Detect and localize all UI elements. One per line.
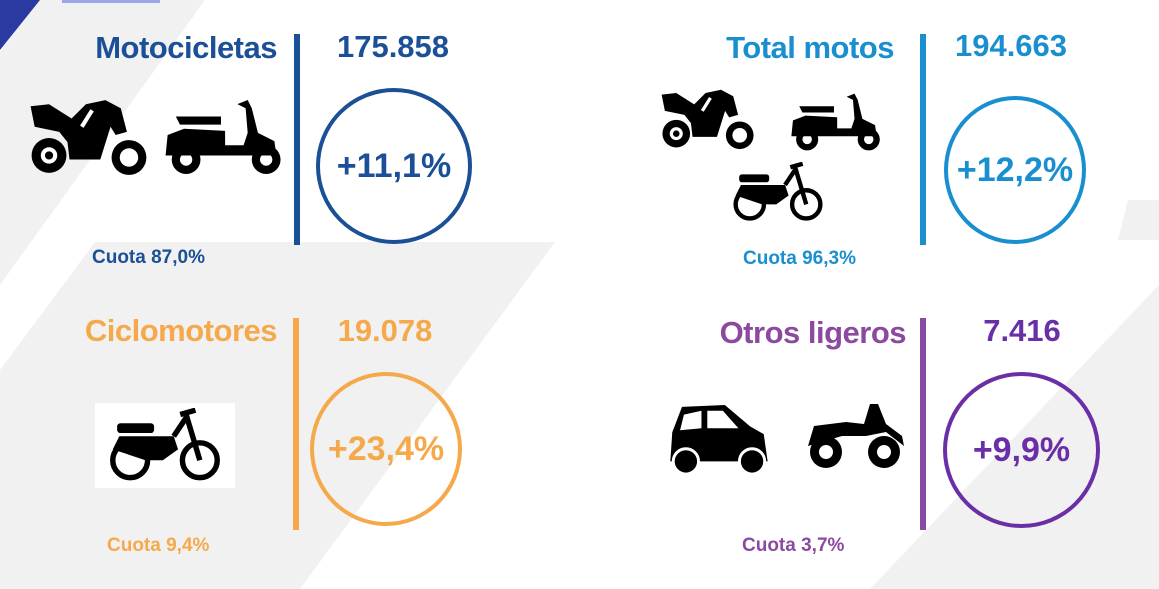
growth-circle: +11,1% bbox=[316, 88, 472, 244]
microcar-icon bbox=[668, 403, 770, 475]
sport-motorcycle-icon bbox=[28, 96, 150, 178]
category-title: Ciclomotores bbox=[84, 313, 278, 348]
moped-icon bbox=[100, 408, 230, 482]
moped-icon bbox=[726, 162, 830, 222]
registration-count: 19.078 bbox=[337, 313, 433, 348]
divider-bar bbox=[294, 34, 300, 245]
growth-circle: +12,2% bbox=[944, 96, 1086, 244]
corner-accent bbox=[0, 0, 40, 50]
sport-motorcycle-icon bbox=[660, 88, 756, 151]
market-share: Cuota 3,7% bbox=[742, 535, 845, 556]
category-title: Total motos bbox=[726, 30, 894, 65]
growth-circle: +23,4% bbox=[310, 372, 462, 526]
quad-icon bbox=[808, 404, 904, 468]
scooter-icon bbox=[165, 100, 281, 174]
scooter-icon bbox=[791, 93, 880, 151]
registration-count: 7.416 bbox=[983, 313, 1061, 348]
category-title: Motocicletas bbox=[95, 30, 277, 65]
growth-circle: +9,9% bbox=[943, 372, 1100, 528]
market-share: Cuota 96,3% bbox=[743, 248, 856, 269]
market-share: Cuota 9,4% bbox=[107, 535, 210, 556]
divider-bar bbox=[293, 318, 299, 530]
divider-bar bbox=[920, 34, 926, 245]
divider-bar bbox=[920, 318, 926, 530]
category-title: Otros ligeros bbox=[719, 315, 907, 350]
market-share: Cuota 87,0% bbox=[92, 247, 205, 268]
registration-count: 175.858 bbox=[336, 29, 450, 64]
registration-count: 194.663 bbox=[954, 28, 1068, 63]
